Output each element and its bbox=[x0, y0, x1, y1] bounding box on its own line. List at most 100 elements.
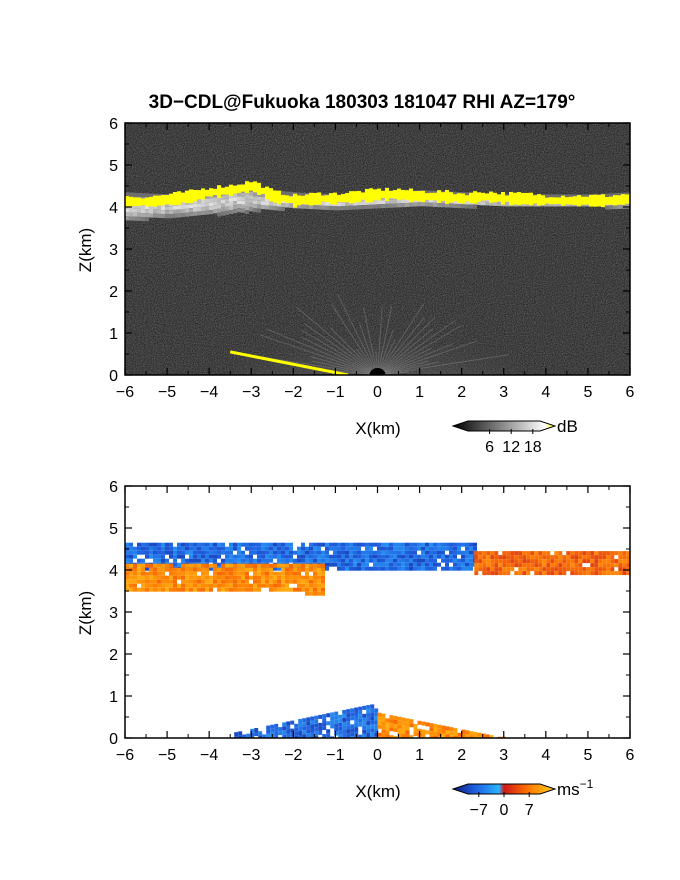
velocity-pixel bbox=[161, 587, 165, 592]
cloud-pixel bbox=[429, 202, 433, 207]
velocity-colorbar-unit-base: ms bbox=[557, 780, 580, 799]
velocity-pixel bbox=[234, 732, 239, 737]
velocity-pixel bbox=[377, 712, 382, 717]
cloud-pixel bbox=[125, 216, 129, 221]
saturated-band-pixel bbox=[473, 191, 477, 204]
cloud-pixel bbox=[193, 203, 197, 208]
fan-ray bbox=[377, 324, 463, 375]
velocity-pixel bbox=[478, 567, 483, 572]
saturated-band-pixel bbox=[181, 192, 185, 203]
velocity-pixel bbox=[285, 587, 289, 592]
velocity-pixel bbox=[185, 583, 189, 588]
velocity-pixel bbox=[261, 563, 265, 568]
velocity-pixel bbox=[518, 555, 523, 560]
velocity-pixel bbox=[397, 720, 402, 725]
velocity-pixel bbox=[566, 563, 571, 568]
velocity-pixel bbox=[329, 562, 333, 567]
velocity-pixel bbox=[413, 727, 418, 732]
velocity-pixel bbox=[137, 567, 141, 572]
velocity-pixel bbox=[129, 550, 133, 555]
velocity-pixel bbox=[257, 558, 261, 563]
velocity-pixel bbox=[381, 721, 386, 726]
cloud-pixel bbox=[217, 204, 221, 209]
velocity-pixel bbox=[334, 715, 339, 720]
cloud-pixel bbox=[241, 208, 245, 213]
velocity-pixel bbox=[590, 571, 595, 576]
velocity-pixel bbox=[345, 550, 349, 555]
velocity-pixel bbox=[233, 546, 237, 551]
saturated-band-pixel bbox=[413, 191, 417, 201]
velocity-pixel bbox=[397, 724, 402, 729]
velocity-pixel bbox=[461, 554, 465, 559]
velocity-pixel bbox=[141, 575, 145, 580]
velocity-pixel bbox=[246, 733, 251, 738]
velocity-pixel bbox=[213, 546, 217, 551]
velocity-pixel bbox=[217, 562, 221, 567]
velocity-pixel bbox=[217, 587, 221, 592]
cloud-pixel bbox=[253, 204, 257, 209]
cloud-pixel bbox=[197, 203, 201, 208]
saturated-band-pixel bbox=[365, 188, 369, 203]
saturated-band-pixel bbox=[217, 185, 221, 198]
velocity-pixel bbox=[173, 583, 177, 588]
velocity-pixel bbox=[389, 723, 394, 728]
velocity-pixel bbox=[358, 722, 363, 727]
cloud-pixel bbox=[261, 197, 265, 202]
velocity-pixel bbox=[225, 546, 229, 551]
velocity-pixel bbox=[317, 591, 321, 596]
velocity-pixel bbox=[413, 550, 417, 555]
velocity-pixel bbox=[205, 550, 209, 555]
backscatter-colorbar-unit: dB bbox=[557, 417, 578, 436]
velocity-pixel bbox=[526, 551, 531, 556]
cloud-pixel bbox=[345, 205, 349, 210]
velocity-pixel bbox=[405, 558, 409, 563]
velocity-pixel bbox=[261, 558, 265, 563]
saturated-band-pixel bbox=[301, 195, 305, 205]
velocity-pixel bbox=[478, 563, 483, 568]
cloud-pixel bbox=[273, 206, 277, 211]
velocity-pixel bbox=[213, 583, 217, 588]
velocity-pixel bbox=[257, 587, 261, 592]
velocity-pixel bbox=[421, 550, 425, 555]
velocity-pixel bbox=[193, 571, 197, 576]
velocity-pixel bbox=[626, 559, 630, 564]
velocity-pixel bbox=[189, 546, 193, 551]
saturated-band-pixel bbox=[285, 195, 289, 203]
cloud-pixel bbox=[353, 201, 357, 206]
cloud-pixel bbox=[549, 194, 553, 199]
velocity-pixel bbox=[161, 583, 165, 588]
velocity-colorbar-unit-exponent: −1 bbox=[580, 777, 594, 791]
velocity-pixel bbox=[233, 575, 237, 580]
velocity-pixel bbox=[570, 563, 575, 568]
cloud-pixel bbox=[181, 205, 185, 210]
velocity-pixel bbox=[393, 723, 398, 728]
cloud-pixel bbox=[405, 198, 409, 203]
velocity-pixel bbox=[373, 550, 377, 555]
cloud-pixel bbox=[545, 194, 549, 199]
velocity-pixel bbox=[554, 563, 559, 568]
velocity-pixel bbox=[181, 563, 185, 568]
velocity-pixel bbox=[205, 575, 209, 580]
velocity-pixel bbox=[169, 575, 173, 580]
velocity-pixel bbox=[245, 575, 249, 580]
cloud-pixel bbox=[201, 203, 205, 208]
velocity-pixel bbox=[250, 728, 255, 733]
velocity-pixel bbox=[341, 558, 345, 563]
velocity-pixel bbox=[301, 579, 305, 584]
saturated-band-pixel bbox=[509, 191, 513, 206]
cloud-pixel bbox=[133, 208, 137, 213]
velocity-pixel bbox=[249, 587, 253, 592]
velocity-pixel bbox=[301, 583, 305, 588]
cloud-pixel bbox=[277, 206, 281, 211]
velocity-pixel bbox=[626, 567, 630, 572]
cloud-pixel bbox=[229, 209, 233, 214]
velocity-pixel bbox=[321, 567, 325, 572]
velocity-pixel bbox=[225, 567, 229, 572]
backscatter-ytick-label: 1 bbox=[109, 326, 118, 343]
saturated-band-pixel bbox=[153, 195, 157, 207]
saturated-band-pixel bbox=[469, 192, 473, 204]
cloud-pixel bbox=[157, 213, 161, 218]
velocity-pixel bbox=[457, 550, 461, 555]
velocity-pixel bbox=[554, 551, 559, 556]
velocity-pixel bbox=[197, 587, 201, 592]
